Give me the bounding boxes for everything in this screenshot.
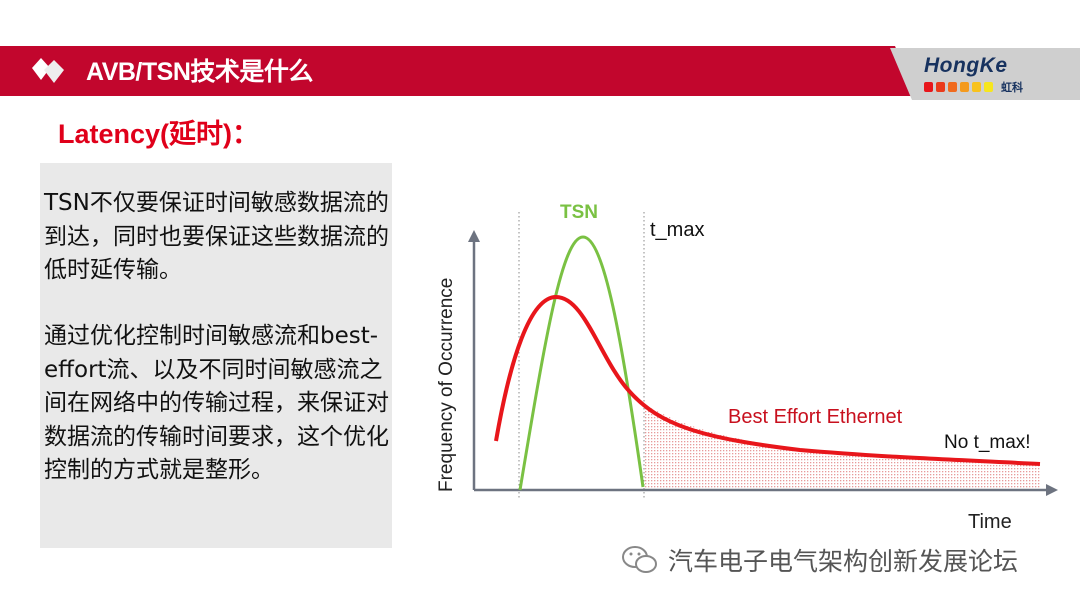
watermark-text: 汽车电子电气架构创新发展论坛 — [668, 547, 1019, 576]
x-axis-label: Time — [968, 511, 1012, 533]
y-axis-arrow — [468, 230, 480, 242]
description-box: TSN不仅要保证时间敏感数据流的到达，同时也要保证这些数据流的低时延传输。 通过… — [40, 163, 392, 548]
page-title: AVB/TSN技术是什么 — [86, 58, 313, 86]
tsn-curve — [518, 235, 645, 491]
logo-text: HongKe — [924, 54, 1008, 77]
best-effort-label: Best Effort Ethernet — [728, 406, 903, 428]
wechat-icon — [622, 546, 657, 573]
no-tmax-label: No t_max! — [944, 432, 1031, 453]
title-banner — [0, 46, 915, 96]
best-effort-tail-fill — [644, 404, 1040, 490]
paragraph-2: 通过优化控制时间敏感流和best-effort流、以及不同时间敏感流之间在网络中… — [44, 323, 389, 483]
best-effort-curve — [494, 294, 1041, 466]
tsn-label: TSN — [560, 202, 598, 223]
watermark: 汽车电子电气架构创新发展论坛 — [620, 542, 1018, 578]
x-axis-arrow — [1046, 484, 1058, 496]
tmax-label: t_max — [650, 219, 704, 241]
y-axis-label: Frequency of Occurrence — [436, 278, 457, 492]
paragraph-1: TSN不仅要保证时间敏感数据流的到达，同时也要保证这些数据流的低时延传输。 — [44, 190, 389, 283]
diamond-icon — [32, 58, 64, 83]
hongke-logo: HongKe 虹科 — [924, 54, 1074, 95]
section-subtitle: Latency(延时)： — [58, 119, 260, 149]
logo-cn: 虹科 — [1001, 81, 1023, 94]
